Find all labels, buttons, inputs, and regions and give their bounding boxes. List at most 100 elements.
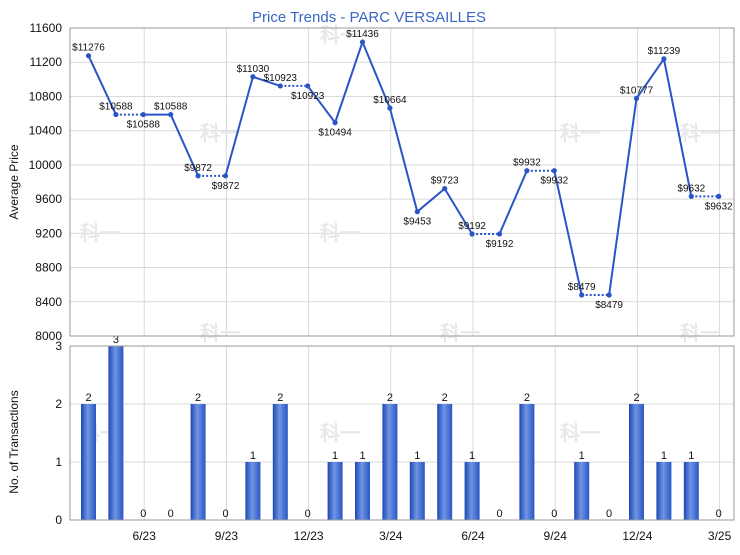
transaction-bar	[327, 462, 343, 520]
price-y-tick: 10000	[29, 158, 63, 172]
transaction-bar-labels: 2 3 0 0 2 0 1 2 0 1 1 2 1 2 1 0 2 0 1 0 2 1 1 0	[85, 334, 721, 520]
transaction-bar	[464, 462, 480, 520]
price-point	[85, 53, 92, 59]
transaction-bars	[81, 346, 699, 520]
transactions-y-tick: 1	[55, 455, 62, 469]
price-point	[359, 39, 366, 45]
price-data-label: $10664	[373, 95, 407, 106]
price-data-label: $9192	[458, 221, 486, 232]
price-line-segment	[635, 58, 665, 99]
price-point	[332, 120, 338, 126]
price-line-segment	[416, 187, 446, 213]
transaction-bar-label: 0	[551, 508, 557, 520]
transaction-bar-label: 1	[414, 450, 420, 462]
svg-text:科一: 科一	[200, 121, 240, 145]
price-point	[222, 173, 229, 179]
price-data-label: $8479	[568, 282, 596, 293]
transaction-bar	[81, 404, 96, 520]
price-y-tick: 10400	[29, 124, 63, 138]
price-line-segment	[662, 58, 693, 197]
transaction-bar	[355, 462, 370, 520]
x-tick-label: 12/23	[294, 529, 324, 543]
price-point	[606, 292, 612, 298]
price-line-segment	[169, 114, 200, 177]
price-data-label: $9632	[677, 183, 705, 194]
price-data-label: $9872	[184, 163, 212, 174]
transactions-y-tick-labels: 0 1 2 3	[55, 339, 62, 527]
price-data-label: $10494	[318, 128, 352, 139]
transaction-bar-label: 1	[250, 450, 256, 462]
transaction-bar-label: 1	[469, 450, 475, 462]
price-point	[524, 168, 530, 174]
transactions-y-tick: 2	[55, 397, 62, 411]
price-point	[551, 168, 557, 174]
svg-text:科一: 科一	[320, 23, 360, 47]
price-plot-frame	[69, 27, 735, 337]
transaction-bar-label: 2	[524, 392, 530, 404]
price-data-label: $9192	[486, 239, 514, 250]
price-point	[168, 111, 174, 118]
price-point	[661, 56, 667, 62]
price-point	[716, 193, 722, 199]
transaction-bar-label: 0	[716, 508, 722, 520]
price-line-segment	[224, 76, 254, 177]
transaction-bar	[437, 404, 453, 520]
svg-text:科一: 科一	[200, 321, 240, 345]
price-line-series	[85, 39, 722, 298]
price-line-segment	[334, 41, 364, 123]
x-tick-label: 12/24	[622, 529, 652, 543]
transaction-bar	[245, 462, 261, 520]
transaction-bar	[574, 462, 590, 520]
transaction-bar	[382, 404, 398, 520]
price-data-labels: $11276 $10588 $10588 $10588 $9872$9872 $11030…	[72, 29, 733, 311]
transaction-bar	[108, 346, 124, 520]
svg-text:科一: 科一	[680, 121, 720, 145]
price-gridlines	[70, 27, 734, 337]
price-y-tick: 11200	[30, 55, 63, 69]
transaction-bar-label: 0	[222, 508, 228, 520]
transactions-y-tick: 0	[55, 513, 62, 527]
chart-title: Price Trends - PARC VERSAILLES	[252, 9, 486, 26]
price-point	[305, 83, 311, 89]
price-point	[277, 83, 283, 89]
transaction-bar-label: 2	[195, 392, 201, 404]
price-y-tick-labels: 8000 8400 8800 9200 9600 10000 10400 10800 11200…	[29, 21, 63, 343]
x-tick-label: 9/23	[215, 529, 239, 543]
x-tick-label: 9/24	[544, 529, 568, 543]
price-line-segment	[498, 170, 528, 235]
transaction-bar-label: 1	[359, 450, 365, 462]
transaction-bar	[683, 462, 699, 520]
watermarks: 科一 科一 科一 科一 科一 科一 科一 科一 科一 科一 科一 科一	[80, 23, 720, 445]
price-data-label: $11030	[237, 64, 270, 75]
transaction-bar-label: 0	[496, 508, 502, 520]
price-point	[113, 111, 119, 118]
price-y-tick: 10800	[29, 89, 63, 103]
transactions-y-axis-label: No. of Transactions	[7, 390, 21, 493]
price-point	[442, 185, 448, 192]
price-point	[496, 231, 503, 237]
x-tick-label: 3/25	[708, 529, 732, 543]
price-data-label: $10588	[99, 102, 133, 113]
svg-text:科一: 科一	[80, 221, 120, 245]
price-point	[688, 193, 694, 199]
price-data-label: $10923	[264, 73, 298, 84]
transaction-bar-label: 2	[277, 392, 283, 404]
transactions-plot-frame	[69, 345, 735, 521]
price-point	[414, 209, 420, 215]
x-tick-label: 6/24	[461, 529, 485, 543]
price-data-label: $10923	[291, 91, 325, 102]
transaction-bar-label: 0	[140, 508, 146, 520]
price-y-tick: 8000	[35, 329, 62, 343]
price-data-label: $10588	[127, 120, 161, 131]
svg-text:科一: 科一	[440, 321, 480, 345]
transactions-y-tick: 3	[55, 339, 62, 353]
price-y-tick: 8400	[35, 295, 62, 309]
transaction-bar	[272, 404, 288, 520]
price-data-label: $9932	[513, 158, 541, 169]
price-point	[195, 173, 201, 179]
price-data-label: $11436	[346, 29, 379, 40]
transaction-bar-label: 2	[387, 392, 393, 404]
transaction-bar-label: 2	[442, 392, 448, 404]
svg-text:科一: 科一	[320, 421, 360, 445]
